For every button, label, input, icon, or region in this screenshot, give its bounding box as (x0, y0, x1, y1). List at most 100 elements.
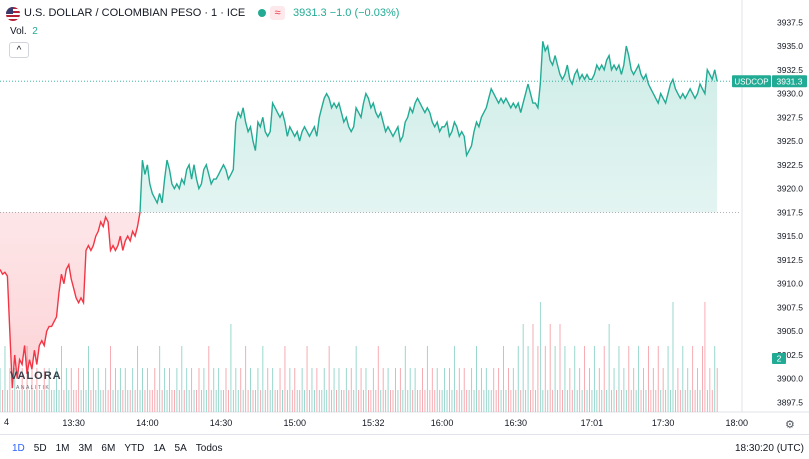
volume-bar (616, 390, 617, 412)
price-chart[interactable]: 3937.53935.03932.53930.03927.53925.03922… (0, 0, 809, 434)
volume-bar (670, 390, 671, 412)
range-button-1a[interactable]: 1A (153, 443, 165, 454)
volume-bar (142, 368, 143, 412)
volume-bar (427, 346, 428, 412)
volume-bar (619, 346, 620, 412)
volume-bar (564, 346, 565, 412)
x-tick-label: 18:00 (726, 418, 749, 428)
volume-bar (196, 390, 197, 412)
volume-bar (562, 390, 563, 412)
volume-bar (704, 302, 705, 412)
volume-bar (503, 346, 504, 412)
volume-bar (140, 390, 141, 412)
volume-bar (294, 368, 295, 412)
volume-bar (287, 390, 288, 412)
volume-bar (228, 390, 229, 412)
volume-bar (329, 346, 330, 412)
volume-bar (115, 368, 116, 412)
volume-bar (260, 390, 261, 412)
volume-bar (262, 346, 263, 412)
volume-bar (466, 390, 467, 412)
volume-bar (145, 390, 146, 412)
volume-bar (302, 368, 303, 412)
volume-bar (456, 390, 457, 412)
volume-bar (98, 368, 99, 412)
volume-bar (299, 390, 300, 412)
volume-bar (122, 390, 123, 412)
volume-bar (459, 368, 460, 412)
volume-bar (159, 346, 160, 412)
volume-bar (167, 390, 168, 412)
volume-bar (366, 368, 367, 412)
volume-bar (523, 324, 524, 412)
volume-bar (498, 368, 499, 412)
volume-bar (341, 390, 342, 412)
x-tick-label: 17:30 (652, 418, 675, 428)
volume-bar (319, 390, 320, 412)
volume-bar (120, 368, 121, 412)
volume-bar (417, 390, 418, 412)
volume-bar (162, 390, 163, 412)
volume-bar (397, 390, 398, 412)
range-button-ytd[interactable]: YTD (124, 443, 144, 454)
volume-bar (442, 390, 443, 412)
volume-bar (130, 390, 131, 412)
volume-bar (265, 390, 266, 412)
volume-bar (405, 346, 406, 412)
volume-bar (633, 368, 634, 412)
logo-sub: ANALITIK (16, 385, 50, 391)
volume-bar (149, 390, 150, 412)
volume-bar (631, 390, 632, 412)
volume-bar (594, 346, 595, 412)
volume-bar (589, 368, 590, 412)
volume-bar (717, 368, 718, 412)
volume-bar (176, 368, 177, 412)
volume-bar (108, 390, 109, 412)
volume-bar (248, 390, 249, 412)
volume-bar (277, 390, 278, 412)
range-button-1m[interactable]: 1M (56, 443, 70, 454)
volume-bar (343, 390, 344, 412)
x-tick-label: 16:00 (431, 418, 454, 428)
volume-bar (336, 390, 337, 412)
volume-bar (636, 390, 637, 412)
volume-bar (690, 390, 691, 412)
volume-bar (673, 302, 674, 412)
volume-bar (481, 368, 482, 412)
volume-bar (547, 390, 548, 412)
volume-bar (429, 390, 430, 412)
volume-bar (375, 390, 376, 412)
volume-bar (658, 346, 659, 412)
range-button-5a[interactable]: 5A (175, 443, 187, 454)
range-button-3m[interactable]: 3M (79, 443, 93, 454)
volume-bar (552, 390, 553, 412)
volume-bar (307, 346, 308, 412)
volume-bar (506, 390, 507, 412)
range-button-6m[interactable]: 6M (101, 443, 115, 454)
y-tick-label: 3907.5 (777, 302, 803, 312)
volume-bar (309, 390, 310, 412)
y-tick-label: 3922.5 (777, 160, 803, 170)
volume-bar (316, 368, 317, 412)
volume-bar (90, 390, 91, 412)
volume-bar (282, 390, 283, 412)
range-button-todos[interactable]: Todos (196, 443, 223, 454)
gear-icon[interactable]: ⚙ (785, 418, 795, 431)
volume-bar (314, 390, 315, 412)
volume-bar (356, 346, 357, 412)
volume-bar (714, 346, 715, 412)
volume-bar (105, 368, 106, 412)
volume-bar (88, 346, 89, 412)
range-button-5d[interactable]: 5D (34, 443, 47, 454)
volume-bar (560, 324, 561, 412)
range-button-1d[interactable]: 1D (12, 443, 25, 454)
symbol-badge-label: USDCOP (734, 78, 768, 87)
volume-bar (471, 368, 472, 412)
volume-bar (137, 346, 138, 412)
volume-bar (451, 390, 452, 412)
volume-bar (275, 390, 276, 412)
y-tick-label: 3927.5 (777, 112, 803, 122)
volume-bar (103, 390, 104, 412)
volume-bar (189, 390, 190, 412)
volume-bar (194, 390, 195, 412)
